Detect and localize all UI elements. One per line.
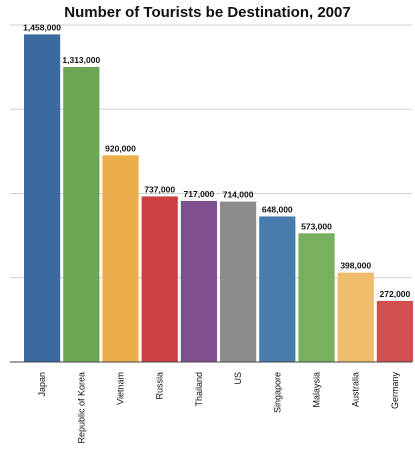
x-tick-label: Japan [37,372,47,397]
data-labels: 1,458,000 1,313,000 920,000 737,000 717,000 7… [23,22,410,298]
x-tick-labels: Japan Republic of Korea Vietnam Russia Thail… [37,372,400,444]
bar-germany [376,300,413,362]
x-tick-label: Thailand [194,372,204,407]
data-label: 717,000 [184,189,215,199]
chart-title: Number of Tourists be Destination, 2007 [64,4,351,21]
data-label: 1,313,000 [62,55,100,65]
bar-japan [24,34,61,362]
x-tick-label: Russia [155,372,165,400]
x-tick-label: Malaysia [312,372,322,408]
bar-russia [141,196,178,362]
data-label: 573,000 [301,221,332,231]
x-tick-label: Germany [390,372,400,410]
x-tick-label: Singapore [272,372,282,413]
bar-australia [337,272,374,362]
x-tick-label: Australia [351,372,361,407]
bar-us [220,201,257,362]
data-label: 737,000 [144,184,175,194]
data-label: 398,000 [340,261,371,271]
bar-singapore [259,216,296,362]
x-tick-label: US [233,372,243,385]
data-label: 920,000 [105,143,136,153]
data-label: 1,458,000 [23,22,61,32]
bar-republic-of-korea [63,67,100,362]
data-label: 648,000 [262,204,293,214]
data-label: 714,000 [223,190,254,200]
bars [24,34,413,362]
bar-thailand [180,200,217,362]
x-tick-label: Vietnam [116,372,126,405]
x-tick-label: Republic of Korea [76,372,86,444]
bar-malaysia [298,233,335,362]
data-label: 272,000 [380,289,411,299]
bar-vietnam [102,155,139,362]
